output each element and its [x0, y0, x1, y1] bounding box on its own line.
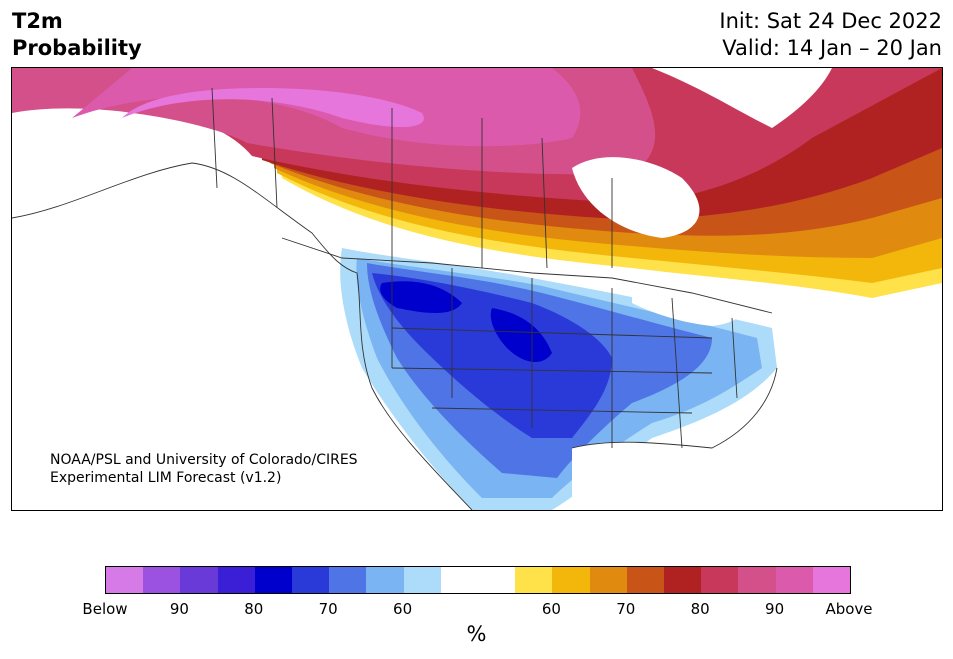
colorbar-tick-label: 80 [244, 600, 264, 618]
colorbar-tick-label: 80 [690, 600, 710, 618]
colorbar-segment [440, 567, 479, 593]
colorbar-segment [626, 567, 665, 593]
colorbar-tick-label: 70 [616, 600, 636, 618]
chart-title: T2m Probability [12, 8, 142, 62]
below-band-80 [380, 281, 552, 363]
colorbar [105, 566, 851, 594]
colorbar-ticks: Below 90 80 70 60 60 70 80 90 Above [82, 600, 872, 620]
colorbar-segment [738, 567, 776, 593]
borders [12, 87, 778, 510]
great-lakes [632, 277, 743, 326]
colorbar-tick-label: 90 [169, 600, 189, 618]
colorbar-segment [143, 567, 181, 593]
gulf-of-mexico [572, 442, 721, 510]
credit-text: NOAA/PSL and University of Colorado/CIRE… [50, 451, 358, 487]
colorbar-segment [812, 567, 851, 593]
colorbar-tick-label: 70 [318, 600, 338, 618]
below-band-75 [372, 273, 612, 438]
colorbar-unit: % [466, 622, 487, 646]
date-info: Init: Sat 24 Dec 2022 Valid: 14 Jan – 20… [719, 8, 942, 62]
colorbar-segment [775, 567, 813, 593]
colorbar-segment [664, 567, 702, 593]
credit-line-2: Experimental LIM Forecast (v1.2) [50, 470, 282, 486]
colorbar-tick-label: 60 [393, 600, 413, 618]
forecast-map: NOAA/PSL and University of Colorado/CIRE… [11, 67, 943, 511]
init-date: Init: Sat 24 Dec 2022 [719, 9, 942, 33]
colorbar-tick-label: 60 [541, 600, 561, 618]
colorbar-segment [366, 567, 404, 593]
colorbar-segment [292, 567, 330, 593]
pacific-ocean [12, 163, 362, 510]
hudson-bay [572, 157, 700, 238]
credit-line-1: NOAA/PSL and University of Colorado/CIRE… [50, 452, 358, 468]
valid-date: Valid: 14 Jan – 20 Jan [722, 36, 942, 60]
title-variable: T2m [12, 9, 63, 33]
colorbar-segment [478, 567, 516, 593]
colorbar-segment [329, 567, 367, 593]
colorbar-segment [552, 567, 590, 593]
arctic-gap [652, 68, 832, 128]
probability-map-svg [12, 68, 942, 510]
colorbar-tick-label: Below [82, 600, 128, 618]
colorbar-segment [254, 567, 293, 593]
colorbar-segment [217, 567, 255, 593]
colorbar-segment [701, 567, 739, 593]
colorbar-segment [515, 567, 553, 593]
colorbar-segment [180, 567, 218, 593]
above-band-max [122, 88, 424, 128]
title-type: Probability [12, 36, 142, 60]
colorbar-tick-label: Above [825, 600, 873, 618]
colorbar-tick-label: 90 [765, 600, 785, 618]
colorbar-segment [106, 567, 144, 593]
colorbar-segment [589, 567, 627, 593]
colorbar-segment [403, 567, 441, 593]
